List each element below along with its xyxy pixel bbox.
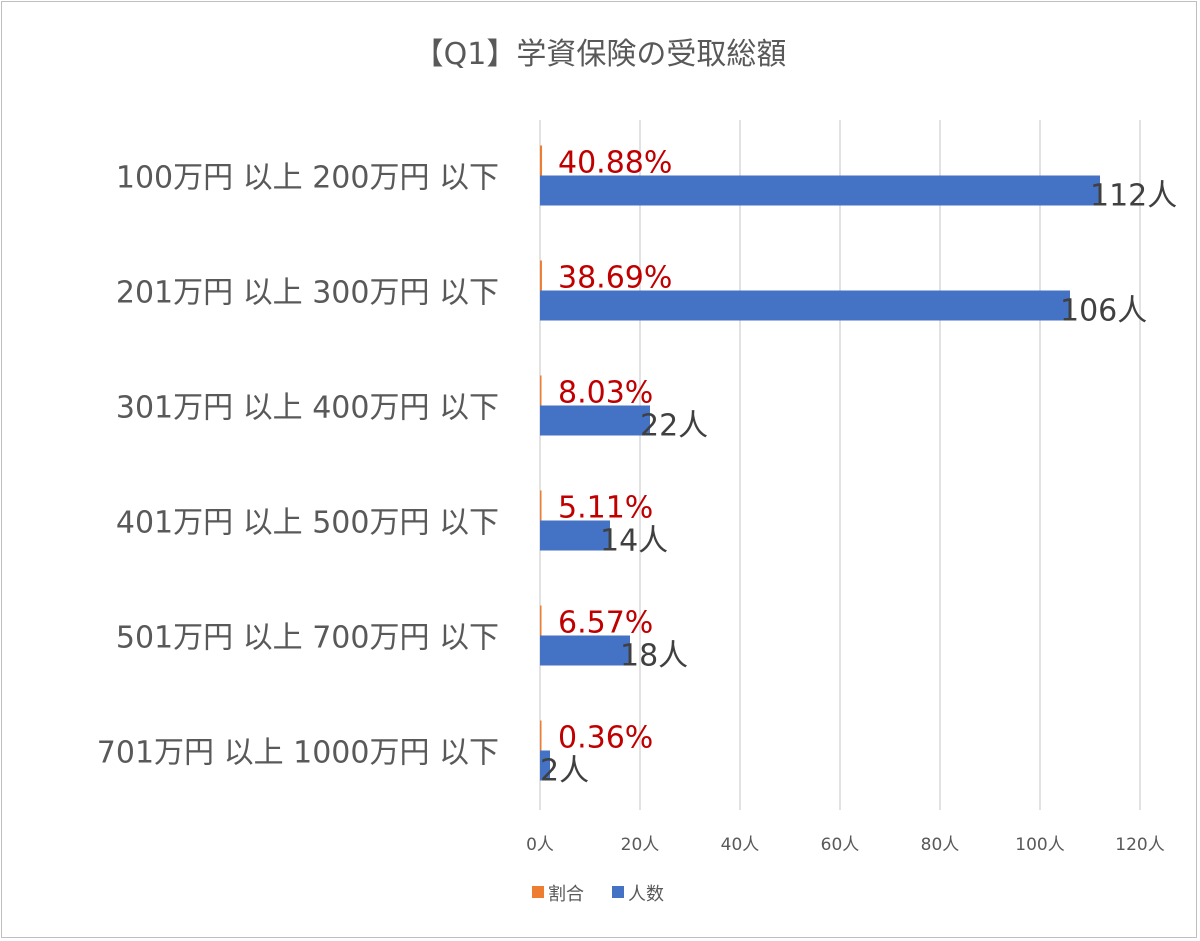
- x-tick-label: 20人: [621, 835, 660, 855]
- category-label: 100万円 以上 200万円 以下: [116, 161, 499, 196]
- bars: [540, 145, 1100, 781]
- bar-ratio: [540, 145, 543, 176]
- value-label-count: 14人: [600, 524, 668, 559]
- category-label: 701万円 以上 1000万円 以下: [97, 736, 499, 771]
- x-tick-label: 120人: [1115, 835, 1164, 855]
- bar-count: [540, 750, 550, 781]
- legend-label: 割合: [548, 884, 584, 905]
- x-tick-label: 60人: [821, 835, 860, 855]
- chart-title: 【Q1】学資保険の受取総額: [414, 37, 787, 72]
- x-tick-label: 80人: [921, 835, 960, 855]
- category-label: 501万円 以上 700万円 以下: [116, 621, 499, 656]
- value-label-ratio: 6.57%: [558, 606, 653, 641]
- value-label-ratio: 8.03%: [558, 376, 653, 411]
- bar-ratio: [540, 490, 542, 521]
- value-label-count: 18人: [620, 639, 688, 674]
- value-label-ratio: 40.88%: [558, 146, 672, 181]
- bar-ratio: [540, 260, 542, 291]
- x-tick-label: 100人: [1015, 835, 1064, 855]
- value-label-count: 112人: [1090, 179, 1177, 214]
- bar-ratio: [540, 720, 542, 751]
- legend-swatch: [532, 886, 544, 898]
- bar-count: [540, 290, 1070, 321]
- legend-label: 人数: [628, 884, 664, 905]
- category-axis: 100万円 以上 200万円 以下 201万円 以上 300万円 以下 301万円 …: [97, 161, 499, 771]
- value-label-count: 2人: [540, 754, 589, 789]
- value-label-count: 22人: [640, 409, 708, 444]
- x-tick-label: 0人: [526, 835, 554, 855]
- category-label: 301万円 以上 400万円 以下: [116, 391, 499, 426]
- bar-count: [540, 635, 630, 666]
- value-axis: 0人 20人 40人 60人 80人 100人 120人: [526, 835, 1165, 855]
- bar-ratio: [540, 375, 542, 406]
- value-label-ratio: 5.11%: [558, 491, 653, 526]
- value-label-ratio: 38.69%: [558, 261, 672, 296]
- bar-count: [540, 520, 610, 551]
- legend-swatch: [612, 886, 624, 898]
- x-tick-label: 40人: [721, 835, 760, 855]
- bar-count: [540, 405, 650, 436]
- gridlines: [539, 120, 1141, 810]
- legend: 割合 人数: [532, 884, 664, 905]
- category-label: 401万円 以上 500万円 以下: [116, 506, 499, 541]
- bar-count: [540, 175, 1100, 206]
- value-label-count: 106人: [1060, 294, 1147, 329]
- value-label-ratio: 0.36%: [558, 721, 653, 756]
- category-label: 201万円 以上 300万円 以下: [116, 276, 499, 311]
- bar-ratio: [540, 605, 542, 636]
